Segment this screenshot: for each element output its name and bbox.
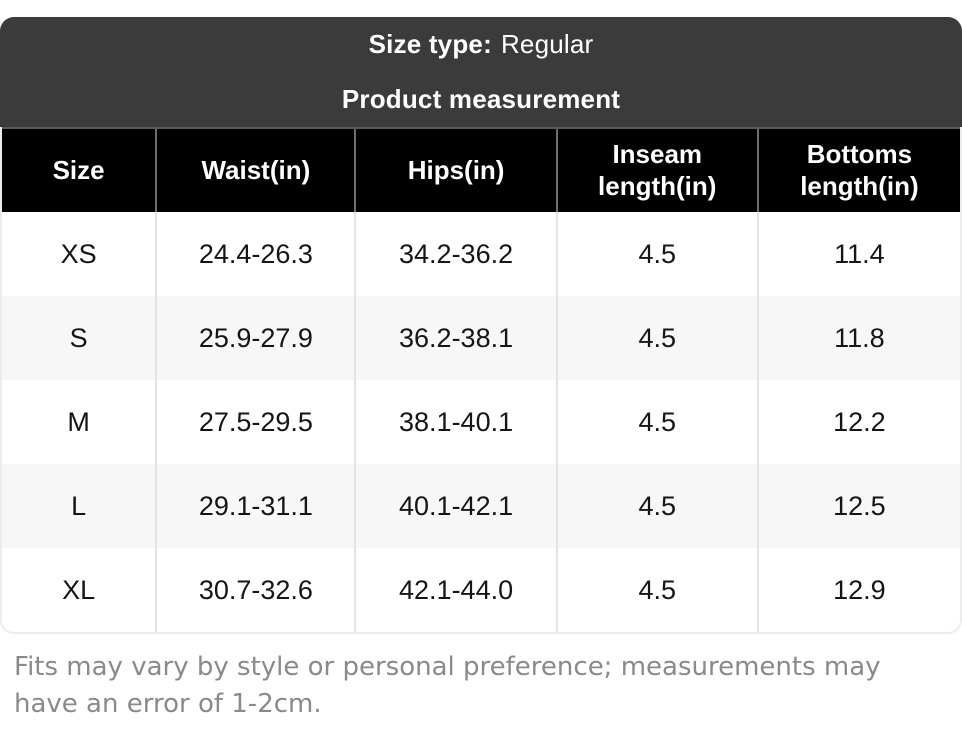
table-row-l: L 29.1-31.1 40.1-42.1 4.5 12.5 — [2, 464, 960, 548]
column-header-waist: Waist(in) — [155, 127, 356, 212]
waist-cell: 27.5-29.5 — [155, 380, 356, 464]
hips-cell: 34.2-36.2 — [354, 212, 557, 296]
column-header-size: Size — [2, 127, 157, 212]
size-type-value: Regular — [500, 29, 594, 59]
size-type-line: Size type: Regular — [0, 17, 962, 72]
measurement-table-wrap: Size Waist(in) Hips(in) Inseam length(in… — [0, 127, 962, 634]
inseam-cell: 4.5 — [555, 296, 758, 380]
column-header-row: Size Waist(in) Hips(in) Inseam length(in… — [2, 127, 960, 212]
table-row-s: S 25.9-27.9 36.2-38.1 4.5 11.8 — [2, 296, 960, 380]
size-cell: M — [2, 380, 157, 464]
inseam-cell: 4.5 — [555, 464, 758, 548]
bottoms-cell: 11.8 — [756, 296, 960, 380]
column-header-inseam: Inseam length(in) — [555, 127, 758, 212]
bottoms-cell: 12.2 — [756, 380, 960, 464]
inseam-cell: 4.5 — [555, 380, 758, 464]
waist-cell: 24.4-26.3 — [155, 212, 356, 296]
bottoms-cell: 12.9 — [756, 548, 960, 632]
table-row-m: M 27.5-29.5 38.1-40.1 4.5 12.2 — [2, 380, 960, 464]
size-cell: XS — [2, 212, 157, 296]
size-cell: S — [2, 296, 157, 380]
inseam-cell: 4.5 — [555, 548, 758, 632]
column-header-bottoms: Bottoms length(in) — [756, 127, 960, 212]
hips-cell: 42.1-44.0 — [354, 548, 557, 632]
table-row-xs: XS 24.4-26.3 34.2-36.2 4.5 11.4 — [2, 212, 960, 296]
footnote: Fits may vary by style or personal prefe… — [14, 652, 881, 719]
table-row-xl: XL 30.7-32.6 42.1-44.0 4.5 12.9 — [2, 548, 960, 632]
waist-cell: 29.1-31.1 — [155, 464, 356, 548]
hips-cell: 36.2-38.1 — [354, 296, 557, 380]
bottoms-cell: 11.4 — [756, 212, 960, 296]
waist-cell: 30.7-32.6 — [155, 548, 356, 632]
chart-title: Product measurement — [341, 84, 621, 114]
bottoms-cell: 12.5 — [756, 464, 960, 548]
size-chart-panel: Size type: Regular Product measurement S… — [0, 17, 962, 723]
hips-cell: 40.1-42.1 — [354, 464, 557, 548]
size-type-label: Size type: — [368, 29, 492, 59]
table-header-row-group: Size Waist(in) Hips(in) Inseam length(in… — [2, 127, 960, 212]
table-body: XS 24.4-26.3 34.2-36.2 4.5 11.4 S 25.9-2… — [2, 212, 960, 632]
hips-cell: 38.1-40.1 — [354, 380, 557, 464]
chart-header: Size type: Regular Product measurement — [0, 17, 962, 127]
size-cell: L — [2, 464, 157, 548]
size-cell: XL — [2, 548, 157, 632]
waist-cell: 25.9-27.9 — [155, 296, 356, 380]
column-header-hips: Hips(in) — [354, 127, 557, 212]
measurement-table: Size Waist(in) Hips(in) Inseam length(in… — [2, 127, 960, 632]
inseam-cell: 4.5 — [555, 212, 758, 296]
